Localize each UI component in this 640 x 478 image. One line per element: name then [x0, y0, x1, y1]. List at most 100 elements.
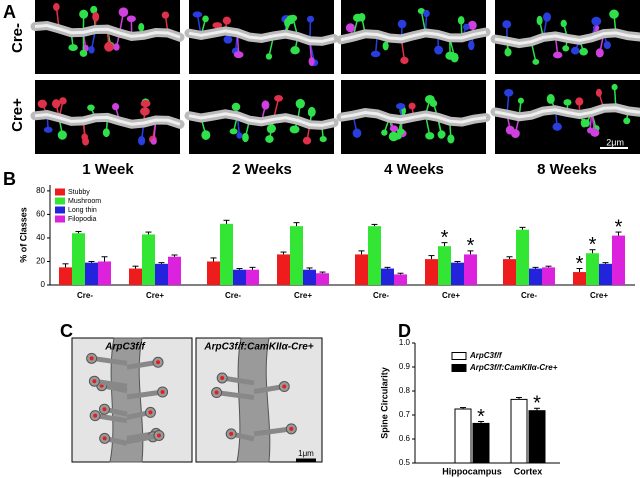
dendrite-highlight — [494, 106, 640, 119]
spine-marker — [229, 431, 234, 436]
dendrite-highlight — [188, 112, 335, 127]
row-label: Cre+ — [9, 98, 26, 132]
spine-head — [222, 16, 231, 25]
spine-head — [161, 11, 170, 19]
x-tick-label: Cre- — [225, 291, 241, 300]
y-tick-label: 0.8 — [399, 386, 411, 395]
bar — [381, 268, 394, 285]
panel-label: C — [60, 321, 73, 341]
bar — [451, 262, 464, 285]
panel-label: D — [398, 321, 411, 341]
bar — [142, 234, 155, 285]
spine-head — [408, 102, 416, 110]
dendrite-highlight — [494, 31, 640, 46]
spine-head — [88, 45, 95, 54]
spine-head — [52, 99, 61, 109]
panel-label: B — [3, 169, 16, 189]
bar — [316, 273, 329, 285]
bar — [220, 223, 233, 285]
bar — [586, 253, 599, 285]
bar — [438, 246, 451, 285]
bar — [516, 229, 529, 285]
spine-head — [562, 45, 570, 52]
column-label: 4 Weeks — [384, 161, 444, 178]
spine-head — [400, 56, 409, 65]
spine-head — [82, 137, 90, 146]
spine-head — [563, 99, 572, 106]
spine-head — [242, 132, 249, 143]
legend-label: ArpC3f/f — [469, 351, 503, 360]
x-tick-label: Cre- — [373, 291, 389, 300]
spine-head — [595, 48, 604, 58]
bar — [303, 269, 316, 285]
spine-head — [423, 9, 430, 18]
spine-head — [112, 103, 120, 111]
spine-head — [295, 98, 305, 109]
x-tick-label: Cortex — [514, 466, 543, 476]
spine-marker — [92, 379, 97, 384]
spine-head — [397, 128, 405, 136]
y-tick-label: 20 — [36, 257, 45, 266]
x-tick-label: Cre- — [77, 291, 93, 300]
spine-head — [352, 128, 362, 138]
spine-head — [397, 19, 407, 29]
dendrite-highlight — [340, 30, 487, 42]
y-tick-label: 0.5 — [399, 458, 411, 467]
spine-head — [289, 125, 300, 134]
legend-label: Long thin — [68, 207, 97, 214]
spine-head — [43, 126, 53, 133]
spine-head — [462, 23, 470, 31]
spine-head — [552, 51, 563, 59]
bar — [98, 261, 111, 285]
spine-head — [212, 22, 223, 29]
bar — [207, 261, 220, 285]
spine-head — [609, 9, 619, 19]
x-tick-label: Cre- — [521, 291, 537, 300]
bar — [573, 272, 586, 285]
spine-head — [229, 128, 238, 135]
legend-swatch — [451, 364, 467, 372]
spine-head — [546, 94, 555, 104]
significance-mark: * — [576, 253, 584, 275]
y-tick-label: 0.6 — [399, 434, 411, 443]
spine-head — [319, 136, 327, 143]
spine-neck — [216, 390, 255, 401]
spine-marker — [93, 413, 98, 418]
bar — [394, 274, 407, 285]
spine-marker — [214, 390, 219, 395]
spine-head — [543, 12, 552, 22]
spine-head — [140, 100, 151, 108]
bar — [454, 408, 472, 464]
spine-head — [90, 5, 98, 14]
x-tick-label: Cre+ — [146, 291, 164, 300]
legend-swatch — [55, 206, 65, 214]
spine-head — [393, 133, 402, 140]
significance-mark: * — [533, 393, 541, 415]
spine-head — [201, 130, 211, 140]
spine-head — [381, 129, 388, 136]
spine-head — [79, 49, 88, 57]
dendrite-highlight — [34, 23, 181, 39]
spine-head — [457, 16, 465, 25]
spine-head — [126, 15, 136, 23]
y-tick-label: 0.7 — [399, 410, 411, 419]
bar — [233, 269, 246, 285]
spine-head — [611, 83, 618, 91]
spine-head — [603, 41, 611, 50]
bar — [612, 235, 625, 285]
image-title: ArpC3f/f:CamKIIα-Cre+ — [203, 342, 313, 353]
y-tick-label: 40 — [36, 233, 45, 242]
spine-head — [434, 45, 443, 55]
bar — [168, 256, 181, 285]
panel-label: A — [3, 2, 16, 22]
y-axis-label: % of Classes — [18, 207, 28, 263]
spine-head — [382, 41, 389, 51]
legend-swatch — [55, 197, 65, 205]
y-tick-label: 1.0 — [399, 338, 411, 347]
bar — [599, 263, 612, 285]
spine-head — [306, 15, 315, 23]
spine-marker — [89, 356, 94, 361]
bar — [528, 410, 546, 464]
spine-head — [137, 135, 146, 146]
